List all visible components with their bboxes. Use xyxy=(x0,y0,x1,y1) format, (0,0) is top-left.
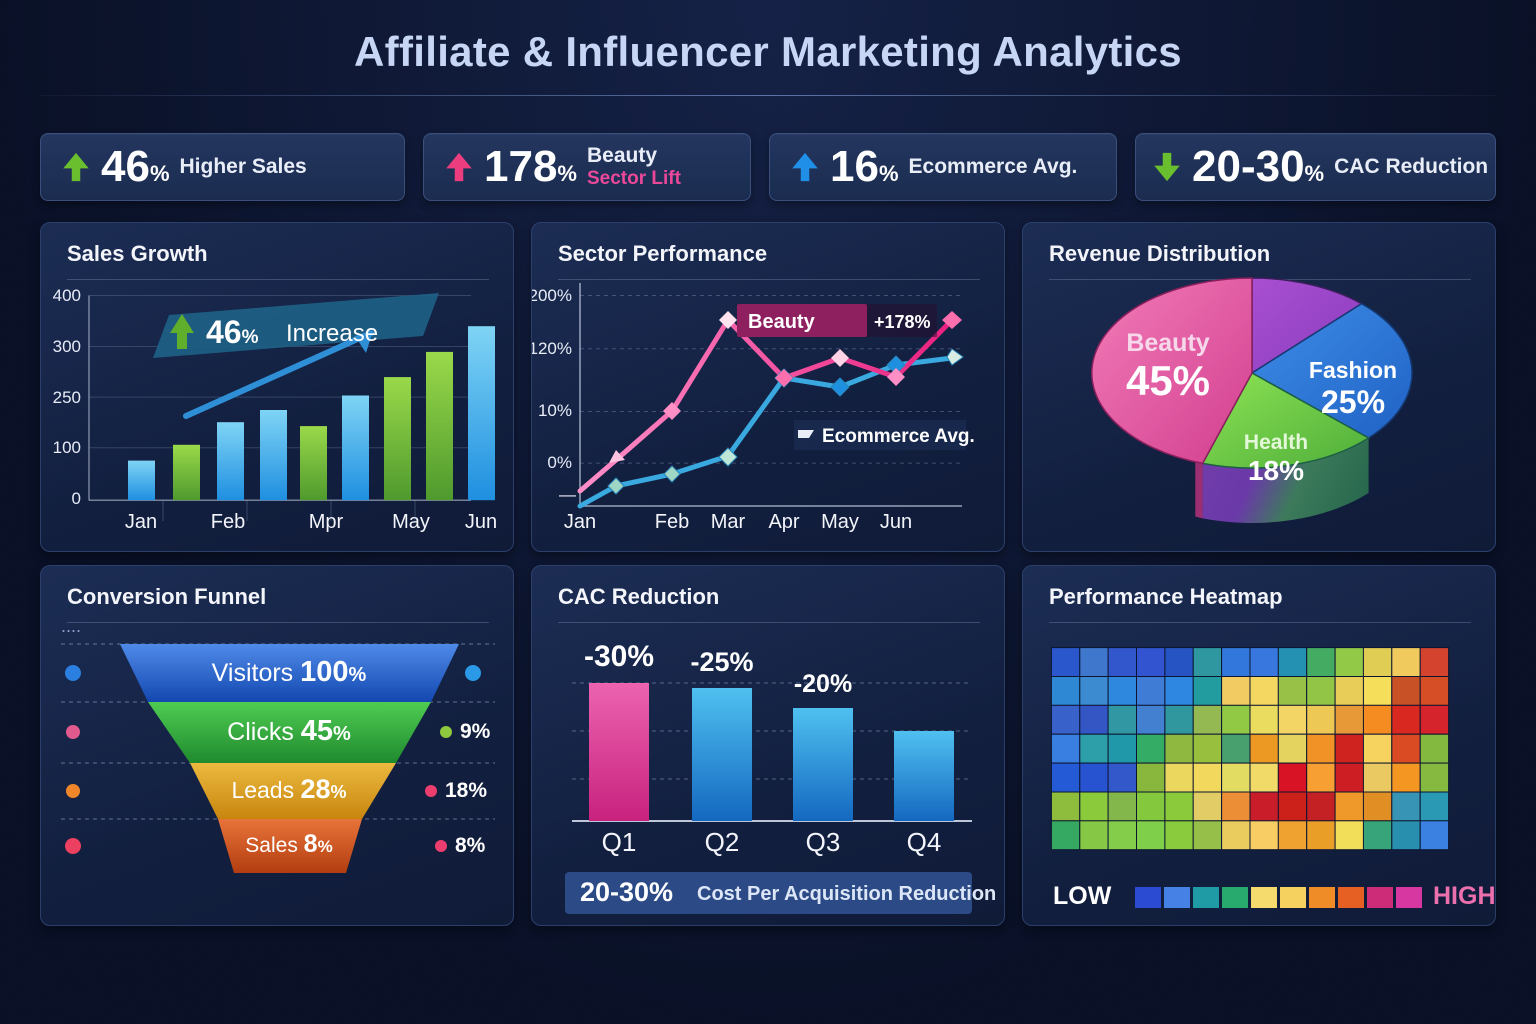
svg-text:18%: 18% xyxy=(1248,455,1304,486)
svg-text:Jun: Jun xyxy=(465,511,497,533)
svg-text:....: .... xyxy=(61,616,81,636)
svg-text:Beauty: Beauty xyxy=(748,311,816,333)
svg-text:Ecommerce Avg.: Ecommerce Avg. xyxy=(822,426,975,447)
svg-text:Q1: Q1 xyxy=(602,827,637,857)
svg-text:LOW: LOW xyxy=(1053,882,1112,910)
svg-text:Cost Per Acquisition Reduction: Cost Per Acquisition Reduction xyxy=(697,883,996,905)
svg-text:120%: 120% xyxy=(532,339,572,358)
svg-text:Apr: Apr xyxy=(768,511,799,533)
svg-text:18%: 18% xyxy=(445,779,487,802)
svg-text:20-30%: 20-30% xyxy=(580,877,673,907)
svg-text:250: 250 xyxy=(53,388,81,407)
svg-text:Increase: Increase xyxy=(286,320,378,347)
svg-text:Jan: Jan xyxy=(564,511,596,533)
svg-text:Q4: Q4 xyxy=(907,827,942,857)
svg-text:9%: 9% xyxy=(460,720,491,743)
svg-text:100: 100 xyxy=(53,438,81,457)
svg-text:0%: 0% xyxy=(547,453,572,472)
svg-text:Visitors 100%: Visitors 100% xyxy=(212,656,367,688)
svg-text:May: May xyxy=(392,511,430,533)
svg-text:400: 400 xyxy=(53,286,81,305)
svg-text:-25%: -25% xyxy=(690,647,753,677)
svg-text:Leads 28%: Leads 28% xyxy=(231,774,346,804)
svg-text:Feb: Feb xyxy=(211,511,245,533)
svg-text:300: 300 xyxy=(53,337,81,356)
svg-text:10%: 10% xyxy=(538,401,572,420)
svg-text:—: — xyxy=(559,485,576,504)
svg-text:Fashion: Fashion xyxy=(1309,357,1397,383)
svg-text:200%: 200% xyxy=(532,286,572,305)
svg-text:45%: 45% xyxy=(1126,357,1210,404)
svg-text:May: May xyxy=(821,511,859,533)
svg-text:Jan: Jan xyxy=(125,511,157,533)
svg-text:Mpr: Mpr xyxy=(309,511,344,533)
svg-text:Feb: Feb xyxy=(655,511,689,533)
svg-text:0: 0 xyxy=(72,489,81,508)
svg-text:Q2: Q2 xyxy=(705,827,740,857)
svg-text:-20%: -20% xyxy=(794,670,852,698)
svg-text:Jun: Jun xyxy=(880,511,912,533)
svg-text:-30%: -30% xyxy=(584,640,654,673)
svg-text:Clicks 45%: Clicks 45% xyxy=(227,715,351,747)
svg-text:+178%: +178% xyxy=(874,312,931,332)
svg-text:25%: 25% xyxy=(1321,384,1385,420)
svg-text:8%: 8% xyxy=(455,834,486,857)
svg-text:Mar: Mar xyxy=(711,511,746,533)
svg-text:HIGH: HIGH xyxy=(1433,882,1496,910)
svg-text:Health: Health xyxy=(1244,431,1308,454)
svg-text:Beauty: Beauty xyxy=(1126,329,1209,357)
svg-text:Q3: Q3 xyxy=(806,827,841,857)
